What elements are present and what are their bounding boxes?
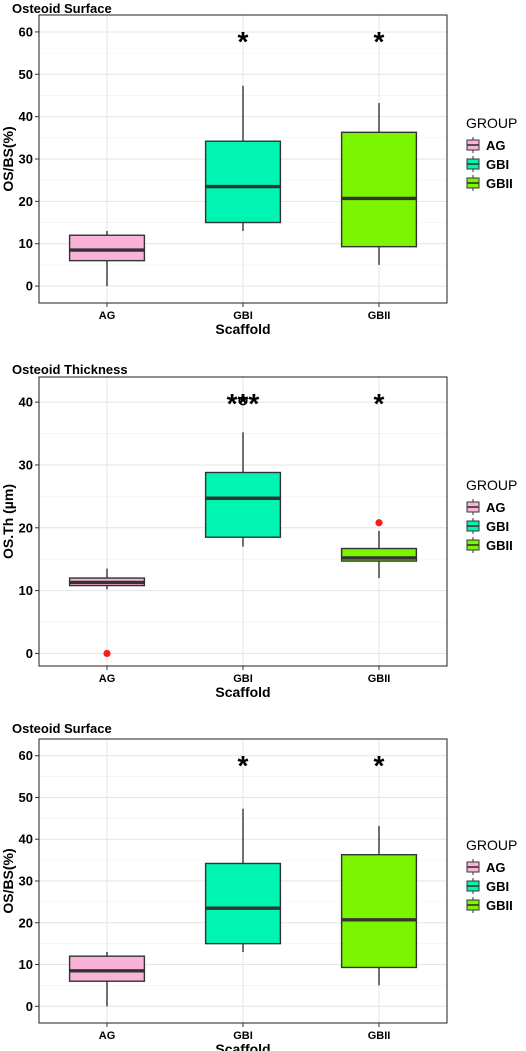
y-tick-label: 10: [19, 957, 33, 972]
significance-marker: *: [238, 750, 249, 781]
significance-marker: *: [374, 388, 385, 419]
y-tick-label: 30: [19, 152, 33, 167]
legend: GROUP AG GBI GBII: [466, 115, 517, 191]
y-tick-label: 40: [19, 832, 33, 847]
x-tick-label: AG: [99, 1030, 116, 1042]
y-tick-label: 10: [19, 236, 33, 251]
chart-panel-2: Osteoid Thickness 0 10 20 30 40 AG GBI GBII Scaff…: [0, 362, 517, 700]
x-axis-label: Scaffold: [215, 321, 270, 337]
plot-border: [38, 376, 448, 667]
box-iqr: [68, 955, 146, 982]
legend-label: AG: [486, 860, 506, 875]
legend-key-ag: AG: [466, 499, 506, 515]
box-iqr: [340, 853, 418, 969]
y-tick-label: 0: [26, 279, 33, 294]
y-tick-label: 60: [19, 24, 33, 39]
x-tick-label: GBII: [368, 1030, 391, 1042]
y-tick-label: 30: [19, 457, 33, 472]
y-tick-label: 10: [19, 583, 33, 598]
legend-key-gbi: GBI: [466, 878, 509, 894]
significance-marker: *: [374, 750, 385, 781]
y-axis-label: OS/BS(%): [0, 126, 16, 191]
legend-label: GBII: [486, 176, 513, 191]
legend-key-gbii: GBII: [466, 175, 513, 191]
legend-title: GROUP: [466, 837, 517, 853]
legend-label: GBI: [486, 519, 509, 534]
box-gbi: *: [204, 26, 282, 231]
x-axis-label: Scaffold: [215, 1041, 270, 1051]
box-iqr: [204, 471, 282, 538]
legend-key-gbii: GBII: [466, 897, 513, 913]
y-tick-label: 20: [19, 194, 33, 209]
box-gbi: ***: [204, 388, 282, 547]
x-tick-label: AG: [99, 673, 116, 685]
x-tick-label: GBI: [233, 673, 253, 685]
box-ag: [68, 568, 146, 658]
legend-key-ag: AG: [466, 137, 506, 153]
significance-marker: *: [374, 26, 385, 57]
legend-title: GROUP: [466, 477, 517, 493]
legend-key-gbii: GBII: [466, 537, 513, 553]
significance-marker: ***: [227, 388, 260, 419]
box-iqr: [340, 131, 418, 248]
legend-key-ag: AG: [466, 859, 506, 875]
box-ag: [68, 952, 146, 1007]
chart-title: Osteoid Thickness: [12, 362, 128, 377]
legend-label: GBII: [486, 898, 513, 913]
chart-panel-1: Osteoid Surface 0 10 20 30 40 50 60 AG GBI GBII Sca…: [0, 1, 517, 337]
box-gbii: *: [340, 26, 418, 265]
box-gbi: *: [204, 750, 282, 952]
outlier-point: [103, 649, 111, 658]
x-tick-label: GBII: [368, 673, 391, 685]
chart-panel-3: Osteoid Surface 0 10 20 30 40 50 60 AG GBI GBII Sca…: [0, 721, 517, 1051]
y-tick-label: 60: [19, 748, 33, 763]
plot-border: [38, 738, 448, 1024]
plot-border: [38, 14, 448, 304]
y-axis-label: OS/BS(%): [0, 848, 16, 913]
x-tick-label: GBII: [368, 310, 391, 322]
y-tick-label: 40: [19, 109, 33, 124]
legend: GROUP AG GBI GBII: [466, 477, 517, 553]
box-gbii: *: [340, 750, 418, 986]
y-tick-label: 0: [26, 646, 33, 661]
y-tick-label: 40: [19, 395, 33, 410]
y-tick-label: 50: [19, 67, 33, 82]
x-axis-label: Scaffold: [215, 684, 270, 700]
legend-label: AG: [486, 138, 506, 153]
legend-key-gbi: GBI: [466, 156, 509, 172]
y-tick-label: 30: [19, 874, 33, 889]
x-tick-label: AG: [99, 310, 116, 322]
legend-label: AG: [486, 500, 506, 515]
outlier-point: [375, 519, 383, 527]
y-tick-label: 20: [19, 520, 33, 535]
y-tick-label: 20: [19, 915, 33, 930]
legend-key-gbi: GBI: [466, 518, 509, 534]
legend-label: GBI: [486, 157, 509, 172]
chart-title: Osteoid Surface: [12, 721, 112, 736]
chart-title: Osteoid Surface: [12, 1, 112, 16]
y-tick-label: 50: [19, 790, 33, 805]
box-iqr: [204, 862, 282, 945]
box-gbii: *: [340, 388, 418, 579]
legend: GROUP AG GBI GBII: [466, 837, 517, 913]
box-ag: [68, 231, 146, 287]
x-tick-label: GBI: [233, 1030, 253, 1042]
y-axis-label: OS.Th (µm): [0, 484, 16, 559]
box-iqr: [68, 234, 146, 262]
x-tick-label: GBI: [233, 310, 253, 322]
legend-label: GBI: [486, 879, 509, 894]
legend-label: GBII: [486, 538, 513, 553]
outlier-point: [238, 396, 248, 406]
y-tick-label: 0: [26, 999, 33, 1014]
legend-title: GROUP: [466, 115, 517, 131]
significance-marker: *: [238, 26, 249, 57]
box-iqr: [204, 140, 282, 224]
